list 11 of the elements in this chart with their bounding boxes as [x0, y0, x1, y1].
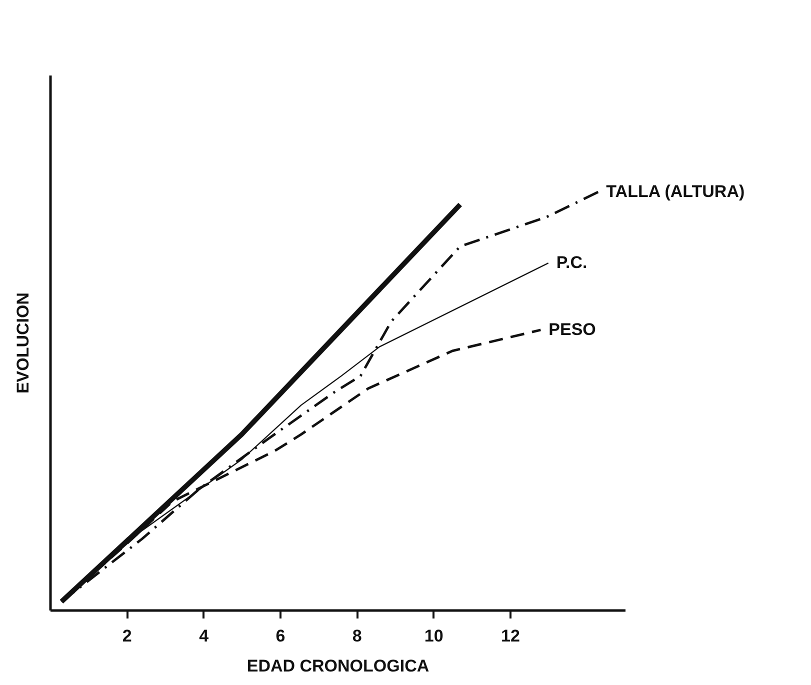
x-axis-title: EDAD CRONOLOGICA — [246, 656, 430, 676]
x-tick-label: 6 — [276, 626, 286, 646]
x-tick-label: 8 — [352, 626, 362, 646]
series-label: TALLA (ALTURA) — [606, 182, 745, 202]
y-axis-title: EVOLUCION — [14, 292, 32, 394]
x-tick-label: 12 — [501, 626, 520, 646]
series-label: P.C. — [556, 253, 588, 272]
series-label: PESO — [548, 320, 596, 339]
x-tick-label: 4 — [199, 626, 210, 646]
x-tick-label: 2 — [122, 626, 132, 646]
x-tick-label: 10 — [424, 626, 444, 646]
